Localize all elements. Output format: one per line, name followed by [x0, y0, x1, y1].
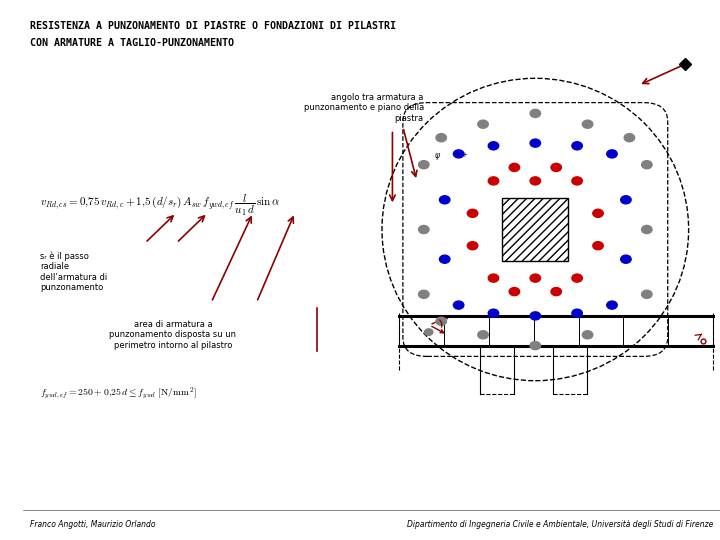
Circle shape — [530, 341, 541, 350]
Circle shape — [642, 291, 652, 298]
Circle shape — [418, 291, 429, 298]
Circle shape — [530, 274, 541, 282]
Text: sᵣ è il passo
radiale
dell’armatura di
punzonamento: sᵣ è il passo radiale dell’armatura di p… — [40, 251, 108, 292]
Circle shape — [488, 274, 499, 282]
Text: Franco Angotti, Maurizio Orlando: Franco Angotti, Maurizio Orlando — [30, 521, 156, 529]
Circle shape — [572, 274, 582, 282]
Text: CON ARMATURE A TAGLIO-PUNZONAMENTO: CON ARMATURE A TAGLIO-PUNZONAMENTO — [30, 38, 234, 48]
Text: $\psi$: $\psi$ — [434, 151, 441, 162]
Circle shape — [436, 318, 446, 325]
Circle shape — [509, 287, 520, 296]
Circle shape — [582, 120, 593, 128]
Circle shape — [467, 209, 478, 217]
Circle shape — [607, 301, 617, 309]
Circle shape — [642, 161, 652, 169]
Circle shape — [624, 133, 634, 141]
Circle shape — [439, 195, 450, 204]
Circle shape — [488, 309, 499, 318]
Circle shape — [530, 312, 541, 320]
Circle shape — [551, 163, 562, 172]
Circle shape — [478, 330, 488, 339]
Circle shape — [582, 330, 593, 339]
Circle shape — [488, 141, 499, 150]
Text: $f_{ywd,ef} = 250 + 0{,}25\,d \leq f_{ywd}\ \mathrm{[N/mm^2]}$: $f_{ywd,ef} = 250 + 0{,}25\,d \leq f_{yw… — [40, 386, 197, 402]
Text: $v_{Rd,cs} = 0{,}75\,v_{Rd,c} + 1{,}5\,(d/s_r)\,A_{sw}\,f_{ywd,ef}\,\dfrac{l}{u_: $v_{Rd,cs} = 0{,}75\,v_{Rd,c} + 1{,}5\,(… — [40, 193, 281, 218]
Circle shape — [418, 226, 429, 233]
Text: RESISTENZA A PUNZONAMENTO DI PIASTRE O FONDAZIONI DI PILASTRI: RESISTENZA A PUNZONAMENTO DI PIASTRE O F… — [30, 21, 396, 31]
Circle shape — [454, 301, 464, 309]
Circle shape — [454, 150, 464, 158]
Circle shape — [509, 163, 520, 172]
Circle shape — [478, 120, 488, 128]
Circle shape — [572, 177, 582, 185]
Circle shape — [530, 177, 541, 185]
Circle shape — [425, 329, 433, 335]
Text: area di armatura a
punzonamento disposta su un
perimetro intorno al pilastro: area di armatura a punzonamento disposta… — [109, 320, 236, 350]
Circle shape — [436, 133, 446, 141]
Circle shape — [642, 226, 652, 233]
Circle shape — [530, 139, 541, 147]
Circle shape — [488, 177, 499, 185]
Circle shape — [607, 150, 617, 158]
Circle shape — [467, 242, 478, 250]
Circle shape — [621, 255, 631, 264]
Bar — [503, 199, 568, 261]
Circle shape — [418, 161, 429, 169]
Circle shape — [593, 209, 603, 217]
Text: Guida all'uso dell'Eurocodice 2 - Punzonamento: Guida all'uso dell'Eurocodice 2 - Punzon… — [9, 184, 14, 356]
Circle shape — [572, 309, 582, 318]
Text: $\cdot$  +: $\cdot$ + — [455, 151, 469, 159]
Circle shape — [572, 141, 582, 150]
Circle shape — [551, 287, 562, 296]
Text: angolo tra armatura a
punzonamento e piano della
piastra: angolo tra armatura a punzonamento e pia… — [304, 93, 424, 123]
Text: Dipartimento di Ingegneria Civile e Ambientale, Università degli Studi di Firenz: Dipartimento di Ingegneria Civile e Ambi… — [407, 521, 713, 529]
Circle shape — [439, 255, 450, 264]
Circle shape — [593, 242, 603, 250]
Circle shape — [621, 195, 631, 204]
Circle shape — [530, 109, 541, 118]
